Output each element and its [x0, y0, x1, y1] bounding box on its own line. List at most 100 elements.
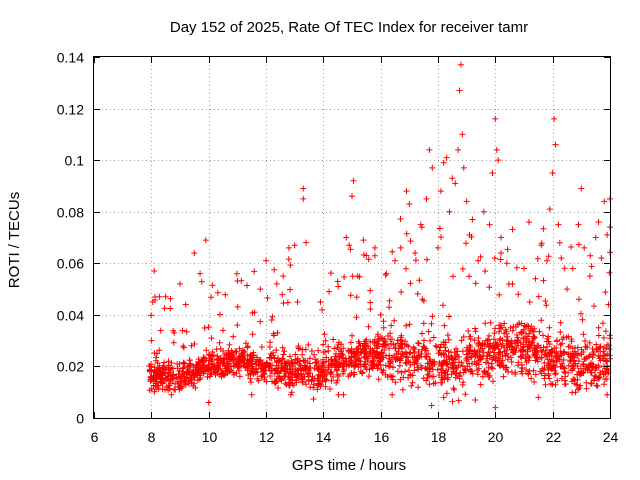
roti-point — [498, 234, 505, 241]
roti-point — [515, 291, 522, 298]
roti-point — [555, 221, 562, 228]
roti-point — [168, 391, 175, 398]
roti-point — [569, 265, 576, 272]
roti-point — [456, 87, 463, 94]
roti-point — [475, 257, 482, 264]
roti-point — [549, 170, 556, 177]
x-tick-label: 18 — [431, 429, 447, 445]
y-tick-label: 0.02 — [57, 359, 84, 375]
roti-point — [154, 350, 161, 357]
roti-point — [248, 391, 255, 398]
roti-point — [156, 373, 163, 380]
x-axis-label: GPS time / hours — [292, 457, 406, 474]
roti-point — [495, 157, 502, 164]
x-tick-label: 20 — [488, 429, 504, 445]
roti-point — [595, 219, 602, 226]
roti-point — [177, 280, 183, 287]
roti-point — [538, 242, 545, 249]
roti-point — [214, 353, 221, 360]
roti-point — [205, 399, 212, 406]
roti-point — [455, 146, 462, 153]
roti-point — [349, 193, 355, 200]
roti-point — [486, 221, 493, 228]
roti-point — [392, 257, 398, 264]
roti-point — [546, 206, 553, 213]
roti-point — [151, 268, 158, 275]
roti-point — [460, 164, 467, 171]
roti-point — [234, 322, 241, 329]
roti-point — [274, 329, 281, 336]
roti-point — [146, 368, 153, 375]
roti-point — [551, 115, 558, 122]
roti-point — [543, 257, 550, 264]
x-tick-label: 6 — [91, 429, 99, 445]
y-tick-label: 0.14 — [57, 50, 84, 66]
roti-point — [521, 265, 527, 272]
roti-point — [446, 208, 453, 215]
roti-point — [377, 311, 384, 318]
roti-point — [581, 244, 588, 251]
roti-point — [371, 244, 378, 251]
roti-point — [288, 389, 295, 396]
roti-point — [300, 195, 307, 202]
roti-point — [300, 185, 307, 192]
roti-point — [317, 298, 324, 305]
roti-point — [340, 391, 347, 398]
roti-point — [492, 404, 499, 411]
axis-ticks: 6 8 10 12 14 16 18 20 22 24 0 0.02 0.04 0.06 0.08 0.1 0.… — [57, 50, 619, 446]
chart-title: Day 152 of 2025, Rate Of TEC Index for r… — [170, 19, 528, 36]
roti-point — [389, 391, 396, 398]
y-axis-label: ROTI / TECUs — [6, 192, 23, 288]
roti-point — [308, 347, 315, 354]
roti-point — [242, 340, 249, 347]
roti-point — [440, 394, 447, 401]
y-tick-label: 0.08 — [57, 205, 84, 221]
roti-point — [208, 335, 215, 342]
roti-point — [472, 396, 479, 403]
roti-point — [149, 298, 156, 305]
y-tick-label: 0 — [76, 411, 84, 427]
roti-point — [268, 317, 275, 324]
roti-point — [526, 298, 533, 305]
roti-point — [429, 164, 436, 171]
roti-point — [457, 61, 464, 68]
roti-point — [343, 234, 350, 241]
x-tick-label: 22 — [546, 429, 562, 445]
roti-point — [334, 278, 341, 285]
roti-point — [326, 288, 333, 295]
roti-point — [285, 244, 292, 251]
roti-point — [423, 195, 430, 202]
roti-point — [403, 188, 410, 195]
roti-point — [435, 244, 441, 251]
roti-point — [437, 188, 444, 195]
roti-point — [303, 239, 310, 246]
roti-point — [257, 286, 264, 293]
roti-point — [578, 185, 585, 192]
roti-point — [480, 208, 487, 215]
roti-point — [604, 231, 611, 238]
roti-point — [535, 394, 542, 401]
x-tick-label: 12 — [259, 429, 275, 445]
roti-point — [171, 329, 178, 336]
roti-point — [162, 293, 169, 300]
x-tick-label: 8 — [148, 429, 156, 445]
roti-point — [452, 180, 459, 187]
roti-point — [595, 324, 602, 331]
roti-point — [493, 146, 500, 153]
roti-point — [601, 198, 608, 205]
roti-point — [346, 242, 353, 249]
roti-point — [586, 273, 593, 280]
roti-point — [592, 234, 599, 241]
roti-point — [363, 252, 370, 259]
roti-point — [350, 177, 357, 184]
y-tick-label: 0.12 — [57, 102, 84, 118]
plot-frame — [93, 56, 611, 419]
roti-point — [552, 141, 559, 148]
roti-point — [426, 146, 433, 153]
roti-point-cloud — [146, 216, 613, 409]
roti-point — [532, 275, 539, 282]
roti-point — [417, 221, 424, 228]
roti-point — [572, 389, 579, 396]
y-tick-label: 0.1 — [65, 153, 85, 169]
